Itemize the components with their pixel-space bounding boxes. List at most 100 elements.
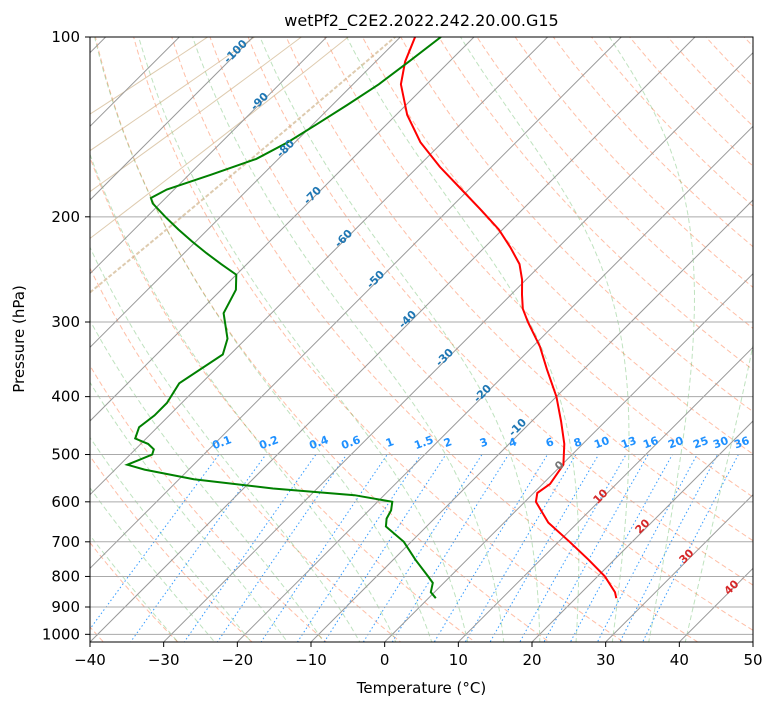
mixing-ratio-line — [391, 454, 510, 642]
dry-adiabat-line — [323, 37, 753, 498]
mixing-ratio-label: 1 — [384, 435, 396, 450]
mixing-ratio-label: 13 — [619, 434, 638, 451]
moist-adiabat-line — [346, 37, 580, 642]
moist-adiabat-line — [459, 37, 630, 642]
mixing-ratio-label: 0.6 — [339, 433, 362, 452]
isotherm-line — [383, 272, 753, 642]
tan-reference-line — [90, 37, 256, 152]
dry-adiabat-line — [90, 155, 476, 642]
mixing-ratio-label: 25 — [691, 434, 710, 451]
mixing-ratio-line — [183, 454, 317, 642]
moist-adiabat-line — [90, 436, 252, 642]
background-reference-lines — [90, 37, 753, 642]
dewpoint-profile-line — [124, 37, 442, 599]
dry-adiabat-line — [628, 37, 753, 167]
x-tick-label: 50 — [743, 651, 762, 669]
isotherm-line — [604, 493, 753, 642]
x-tick-label: −20 — [222, 651, 254, 669]
mixing-ratio-label: 0.1 — [210, 433, 233, 452]
isotherm-line — [162, 51, 753, 642]
mixing-ratio-line — [362, 454, 483, 642]
y-tick-label: 500 — [51, 446, 80, 464]
mixing-ratio-label: 20 — [666, 434, 685, 452]
moist-adiabat-line — [608, 37, 696, 642]
dry-adiabat-line — [552, 37, 753, 248]
y-axis-label: Pressure (hPa) — [10, 285, 28, 393]
moist-adiabat-line — [259, 37, 541, 642]
x-axis-ticks: −40 −30 −20 −10 0 10 20 30 40 50 — [74, 642, 763, 669]
x-tick-label: −40 — [74, 651, 106, 669]
profile-lines — [124, 37, 618, 599]
y-tick-label: 800 — [51, 567, 80, 585]
dry-adiabat-line — [133, 37, 625, 642]
mixing-ratio-label: 16 — [641, 434, 660, 452]
y-tick-label: 200 — [51, 208, 80, 226]
moist-adiabat-line — [684, 342, 753, 642]
x-tick-label: −10 — [295, 651, 327, 669]
grid-lines — [90, 37, 753, 642]
isotherm-line — [236, 125, 753, 642]
mixing-ratio-label: 4 — [507, 435, 519, 450]
dry-adiabat-line — [361, 37, 753, 455]
mixing-ratio-label: 3 — [478, 435, 490, 450]
moist-adiabat-line — [192, 37, 505, 642]
mixing-ratio-label: 8 — [572, 435, 584, 450]
mixing-ratio-label: 2 — [442, 435, 454, 450]
isotherm-line — [90, 37, 623, 570]
isotherm-line — [90, 37, 475, 422]
mixing-ratio-label: 6 — [544, 435, 556, 450]
mixing-ratio-label: 30 — [711, 434, 730, 452]
isotherm-line — [90, 37, 328, 275]
y-tick-label: 400 — [51, 388, 80, 406]
x-axis-label: Temperature (°C) — [356, 679, 486, 697]
isotherm-line — [90, 37, 402, 349]
mixing-ratio-label: 1.5 — [412, 433, 435, 452]
y-axis-ticks: 100 200 300 400 500 600 700 800 900 1000 — [42, 28, 90, 643]
x-tick-label: 30 — [596, 651, 615, 669]
x-tick-label: 20 — [522, 651, 541, 669]
dry-adiabat-line — [90, 267, 402, 642]
moist-adiabat-line — [90, 319, 325, 642]
mixing-ratio-label: 10 — [592, 434, 611, 452]
dry-adiabat-line — [90, 364, 328, 642]
temperature-profile-line — [399, 37, 618, 599]
mixing-ratio-line — [296, 454, 422, 642]
plot-frame — [89, 36, 754, 643]
dry-adiabat-line — [400, 37, 753, 413]
isotherm-line — [90, 37, 181, 128]
mixing-ratio-label: 0.2 — [257, 433, 280, 452]
mixing-ratio-line — [519, 454, 627, 642]
y-tick-label: 1000 — [42, 625, 80, 643]
mixing-ratio-line — [260, 454, 388, 642]
mixing-ratio-line — [596, 454, 698, 642]
y-tick-label: 300 — [51, 313, 80, 331]
mixing-ratio-line — [323, 454, 447, 642]
y-tick-label: 700 — [51, 533, 80, 551]
dry-adiabat-line — [247, 37, 753, 586]
mixing-ratio-line — [489, 454, 600, 642]
moist-adiabat-line — [94, 37, 433, 642]
isotherm-line — [90, 37, 254, 201]
isotherm-line — [457, 346, 753, 642]
moist-adiabat-line — [90, 534, 179, 642]
dry-adiabat-line — [94, 37, 551, 642]
mixing-ratio-line — [216, 454, 348, 642]
y-tick-label: 600 — [51, 493, 80, 511]
dry-adiabat-line — [438, 37, 753, 371]
mixing-ratio-label: 36 — [732, 434, 751, 452]
x-tick-label: 10 — [449, 651, 468, 669]
x-tick-label: 40 — [670, 651, 689, 669]
mixing-ratio-line — [543, 454, 649, 642]
tan-reference-line — [90, 37, 397, 294]
isotherm-line — [310, 199, 753, 642]
isotherm-line — [90, 37, 549, 496]
isotherm-line — [531, 420, 753, 642]
tan-reference-line — [90, 37, 350, 240]
isotherm-line — [90, 37, 696, 642]
tan-reference-line — [90, 37, 303, 193]
x-tick-label: 0 — [380, 651, 390, 669]
y-tick-label: 100 — [51, 28, 80, 46]
moist-adiabat-line — [90, 487, 216, 642]
